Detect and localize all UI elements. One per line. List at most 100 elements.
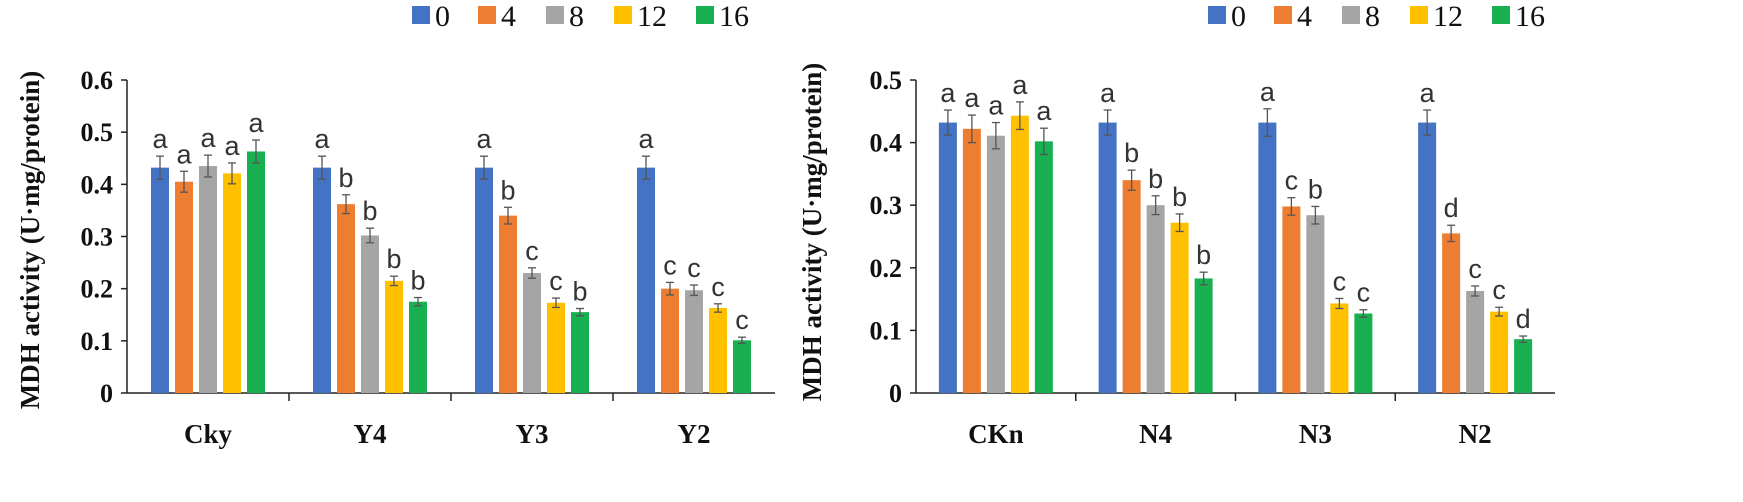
significance-letter: c: [1285, 166, 1299, 196]
legend-label: 16: [719, 0, 749, 33]
legend-swatch: [1342, 6, 1360, 24]
bar: [1010, 115, 1029, 393]
bar: [1098, 122, 1117, 394]
bar: [337, 204, 355, 393]
bar: [1282, 206, 1301, 393]
significance-letter: a: [152, 124, 168, 154]
bar: [385, 280, 403, 393]
significance-letter: c: [1333, 266, 1347, 296]
bar: [962, 128, 981, 393]
legend-label: 0: [435, 0, 450, 33]
bar: [1442, 233, 1461, 393]
bar: [637, 167, 655, 393]
significance-letter: b: [500, 175, 515, 205]
legend-swatch: [478, 6, 496, 24]
bar: [1330, 303, 1349, 393]
significance-letter: c: [549, 266, 563, 296]
bar: [1354, 313, 1373, 393]
significance-letter: c: [711, 272, 725, 302]
legend-label: 4: [1297, 0, 1312, 33]
significance-letter: c: [1468, 254, 1482, 284]
x-tick-label: Cky: [184, 419, 233, 449]
significance-letter: a: [988, 91, 1004, 121]
significance-letter: b: [1124, 138, 1139, 168]
significance-letter: a: [224, 131, 240, 161]
significance-letter: a: [1036, 96, 1052, 126]
bar: [223, 173, 241, 393]
bar: [409, 301, 427, 393]
legend-swatch: [614, 6, 632, 24]
bar: [1122, 180, 1141, 393]
significance-letter: a: [314, 124, 330, 154]
y-tick-label: 0.4: [81, 170, 114, 199]
y-tick-label: 0.4: [870, 129, 903, 158]
bar: [313, 167, 331, 393]
y-tick-label: 0.1: [870, 316, 903, 345]
legend-swatch: [1410, 6, 1428, 24]
x-tick-label: Y2: [678, 419, 711, 449]
y-axis-title: MDH activity (U·mg/protein): [797, 63, 827, 401]
x-tick-label: N2: [1459, 419, 1492, 449]
bar: [1034, 141, 1053, 393]
significance-letter: a: [1420, 78, 1436, 108]
bar: [1306, 215, 1325, 393]
significance-letter: c: [1357, 278, 1371, 308]
y-tick-label: 0.5: [870, 66, 903, 95]
bar: [1418, 122, 1437, 394]
significance-letter: b: [1196, 240, 1211, 270]
significance-letter: d: [1444, 193, 1459, 223]
significance-letter: b: [1172, 182, 1187, 212]
legend-swatch: [412, 6, 430, 24]
y-tick-label: 0.6: [81, 66, 114, 95]
legend-label: 4: [501, 0, 516, 33]
bar: [199, 166, 217, 393]
legend-swatch: [1208, 6, 1226, 24]
bar: [571, 312, 589, 393]
significance-letter: d: [1516, 304, 1531, 334]
y-axis-title: MDH activity (U·mg/protein): [15, 71, 45, 409]
significance-letter: b: [572, 276, 587, 306]
legend-label: 16: [1515, 0, 1545, 33]
legend-label: 8: [569, 0, 584, 33]
y-tick-label: 0.5: [81, 118, 114, 147]
significance-letter: a: [248, 108, 264, 138]
significance-letter: b: [338, 163, 353, 193]
chart-panel-right: 0 0.1 0.2 0.3 0.4 0.5 MDH activity (U·mg/prote…: [797, 0, 1555, 449]
significance-letter: c: [735, 305, 749, 335]
significance-letter: a: [476, 124, 492, 154]
bar: [685, 290, 703, 393]
legend-label: 12: [637, 0, 667, 33]
bar: [1194, 278, 1213, 393]
bar: [1146, 205, 1165, 393]
significance-letter: a: [200, 123, 216, 153]
chart-panel-left: 0 0.1 0.2 0.3 0.4 0.5 0.6 MDH activity (U·mg/pr…: [15, 0, 775, 449]
significance-letter: a: [1100, 78, 1116, 108]
x-tick-label: CKn: [968, 419, 1024, 449]
bar: [1466, 290, 1485, 393]
legend-label: 0: [1231, 0, 1246, 33]
significance-letter: a: [1012, 70, 1028, 100]
bar: [151, 167, 169, 393]
x-tick-label: Y4: [354, 419, 387, 449]
x-tick-label: N3: [1299, 419, 1332, 449]
bar: [1514, 339, 1533, 393]
y-tick-label: 0.2: [870, 254, 903, 283]
significance-letter: b: [386, 244, 401, 274]
y-tick-label: 0: [100, 379, 113, 408]
bar: [247, 151, 265, 393]
bar: [523, 273, 541, 393]
bar: [1258, 122, 1277, 394]
bar: [938, 122, 957, 394]
y-tick-label: 0.3: [81, 223, 114, 252]
x-tick-label: N4: [1139, 419, 1172, 449]
significance-letter: a: [638, 124, 654, 154]
legend-swatch: [1492, 6, 1510, 24]
x-tick-label: Y3: [516, 419, 549, 449]
bar: [1490, 311, 1509, 393]
legend-swatch: [696, 6, 714, 24]
significance-letter: b: [1308, 174, 1323, 204]
bar: [709, 307, 727, 393]
significance-letter: a: [1260, 77, 1276, 107]
bar: [475, 167, 493, 393]
significance-letter: a: [940, 78, 956, 108]
